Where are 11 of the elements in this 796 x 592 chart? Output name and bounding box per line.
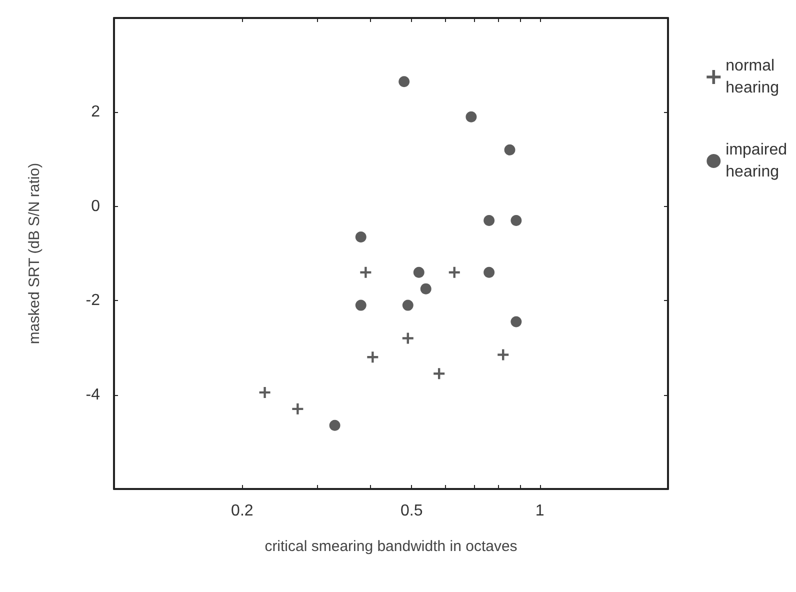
y-axis-title: masked SRT (dB S/N ratio) [26,162,43,344]
legend-label: impaired hearing [726,142,787,180]
x-tick-label: 0.2 [231,502,254,520]
x-tick-label: 1 [535,502,544,520]
x-axis-title: critical smearing bandwidth in octaves [264,538,518,555]
x-tick-label: 0.5 [400,502,423,520]
y-tick-label: -4 [86,386,100,404]
y-tick-label: 2 [91,104,100,121]
y-tick-label: 0 [91,198,100,215]
y-tick-label: -2 [86,292,100,310]
legend-label: normal hearing [726,58,780,96]
